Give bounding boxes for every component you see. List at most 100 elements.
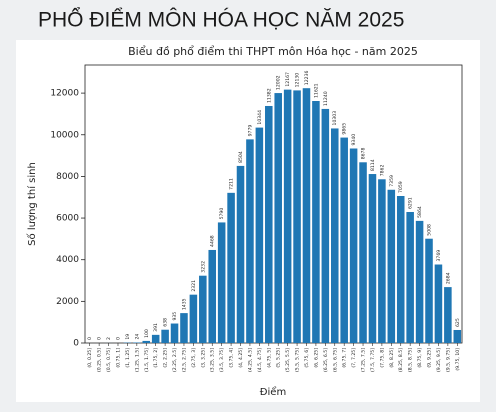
x-tick-label: (6.25, 6.5] — [323, 348, 329, 372]
value-label: 8114 — [370, 159, 376, 171]
x-tick-label: (2.5, 2.75] — [181, 348, 187, 372]
x-tick-label: (8.75, 9] — [417, 348, 423, 368]
value-label: 391 — [153, 323, 159, 332]
value-label: 2684 — [445, 272, 451, 284]
bar — [378, 179, 386, 343]
y-tick-label: 8000 — [56, 172, 79, 182]
bar — [349, 148, 358, 343]
x-tick-label: (3, 3.25] — [200, 348, 206, 368]
value-label: 9779 — [247, 125, 253, 137]
value-label: 5008 — [427, 224, 433, 236]
bar — [330, 128, 339, 343]
y-tick-label: 0 — [73, 339, 79, 349]
x-tick-label: (3.25, 3.5] — [210, 348, 216, 372]
x-tick-label: (6, 6.25] — [313, 348, 319, 368]
value-label: 2321 — [191, 280, 197, 292]
bar — [321, 108, 330, 344]
bar — [227, 192, 235, 343]
bar — [396, 196, 405, 343]
bar — [444, 287, 452, 343]
x-tick-label: (7.75, 8] — [379, 348, 385, 368]
value-label: 12236 — [304, 71, 310, 86]
value-label: 0 — [87, 337, 93, 340]
value-label: 0 — [115, 337, 121, 340]
x-tick-label: (8.25, 8.5] — [398, 348, 404, 372]
x-tick-label: (5.25, 5.5] — [285, 348, 291, 372]
x-tick-label: (5, 5.25] — [276, 348, 282, 368]
x-tick-label: (1.25, 1.5] — [134, 348, 140, 372]
x-tick-label: (1, 1.25] — [125, 348, 131, 368]
bar — [312, 101, 320, 344]
x-tick-label: (0.75, 1] — [115, 348, 121, 368]
value-label: 4468 — [210, 235, 216, 247]
bar — [189, 294, 198, 343]
bar — [359, 162, 367, 343]
x-tick-label: (9.25, 9.5] — [436, 348, 442, 372]
y-axis-label: Số lượng thí sinh — [26, 162, 38, 246]
page-title: PHỔ ĐIỂM MÔN HÓA HỌC NĂM 2025 — [38, 8, 404, 32]
value-label: 11240 — [323, 91, 329, 106]
value-label: 10303 — [332, 111, 338, 126]
bar — [151, 334, 160, 343]
x-tick-label: (0.5, 0.75] — [106, 348, 112, 372]
value-label: 935 — [172, 312, 178, 321]
axes-frame — [84, 64, 463, 344]
chart-title: Biểu đồ phổ điểm thi THPT môn Hóa học - … — [128, 45, 418, 58]
x-tick-label: (9, 9.25] — [427, 348, 433, 368]
bar — [217, 222, 226, 343]
value-label: 625 — [455, 318, 461, 327]
bar — [293, 90, 301, 343]
value-label: 24 — [134, 334, 140, 340]
value-label: 11382 — [266, 88, 272, 103]
x-tick-label: (0, 0.25] — [87, 348, 93, 368]
x-tick-label: (5.5, 5.75] — [295, 348, 301, 372]
value-label: 9865 — [342, 123, 348, 135]
bar — [142, 340, 151, 343]
x-tick-label: (6.75, 7] — [342, 348, 348, 368]
value-label: 7359 — [389, 175, 395, 187]
bar — [415, 220, 424, 343]
x-axis-label: Điểm — [260, 385, 286, 398]
value-label: 0 — [97, 337, 103, 340]
bar — [283, 89, 292, 343]
bar — [265, 105, 273, 344]
bar — [434, 264, 443, 343]
bar — [368, 174, 377, 343]
value-label: 3769 — [436, 250, 442, 262]
x-tick-label: (8, 8.25] — [389, 348, 395, 368]
x-tick-label: (4, 4.25] — [238, 348, 244, 368]
bar — [180, 313, 188, 343]
bar — [302, 88, 311, 343]
x-tick-label: (7.25, 7.5] — [361, 348, 367, 372]
value-label: 19 — [125, 334, 131, 340]
value-label: 12130 — [295, 73, 301, 88]
value-label: 6291 — [408, 197, 414, 209]
value-label: 100 — [144, 329, 150, 338]
x-tick-label: (2, 2.25] — [163, 348, 169, 368]
x-tick-label: (6.5, 6.75] — [332, 348, 338, 372]
x-tick-label: (9.5, 9.75] — [445, 348, 451, 372]
bar — [208, 249, 217, 343]
x-tick-label: (7, 7.25] — [351, 348, 357, 368]
x-tick-label: (2.25, 2.5] — [172, 348, 178, 372]
value-label: 7862 — [379, 165, 385, 177]
value-label: 2 — [106, 337, 112, 340]
x-tick-label: (4.25, 4.5] — [247, 348, 253, 372]
x-tick-label: (9.75, 10] — [455, 348, 461, 371]
value-label: 10344 — [257, 110, 263, 125]
value-label: 12002 — [276, 75, 282, 90]
value-label: 12167 — [285, 72, 291, 87]
value-label: 1435 — [181, 298, 187, 310]
bar — [406, 211, 414, 343]
value-label: 638 — [163, 318, 169, 327]
value-label: 5790 — [219, 208, 225, 220]
value-label: 8504 — [238, 151, 244, 163]
bar — [199, 275, 207, 343]
x-tick-label: (4.5, 4.75] — [257, 348, 263, 372]
bar — [340, 137, 348, 343]
x-tick-label: (2.75, 3] — [191, 348, 197, 368]
value-label: 9340 — [351, 134, 357, 146]
bar — [425, 238, 433, 343]
value-label: 7059 — [398, 181, 404, 193]
